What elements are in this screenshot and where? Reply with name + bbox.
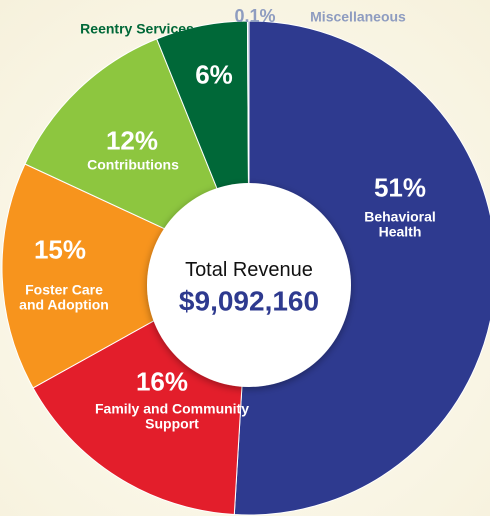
category-label: Foster Care and Adoption	[19, 281, 109, 313]
category-label: Miscellaneous	[310, 8, 406, 25]
category-label: Behavioral Health	[364, 208, 436, 240]
wedge	[1, 163, 251, 389]
value-label: 51%	[373, 172, 427, 203]
center-value: $9,092,160	[178, 285, 320, 317]
center-hole	[147, 183, 351, 387]
category-label: Reentry Services	[80, 20, 194, 37]
category-label: Contributions	[87, 156, 179, 173]
value-label: 15%	[33, 234, 87, 265]
value-label: 16%	[135, 366, 189, 397]
value-label: 6%	[195, 59, 233, 90]
value-label: 0.1%	[234, 6, 276, 27]
value-label: 12%	[105, 125, 159, 156]
category-label: Family and Community Support	[94, 400, 250, 432]
center-title: Total Revenue	[185, 259, 313, 281]
wedge	[233, 20, 490, 516]
